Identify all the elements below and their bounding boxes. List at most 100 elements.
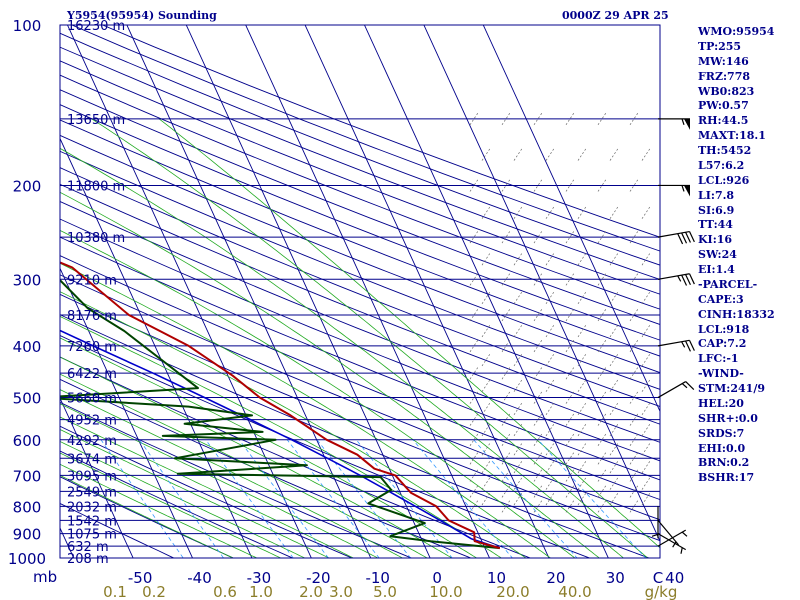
index-line: STM:241/9 — [698, 382, 765, 395]
wind-barb — [658, 118, 690, 130]
hatch-mark — [577, 423, 587, 437]
index-line: MAXT:18.1 — [698, 129, 766, 143]
mixing-ratio-label: 1.0 — [249, 583, 273, 600]
wind-barb-feather — [681, 232, 688, 244]
hatch-mark — [513, 443, 523, 456]
wind-barb-staff — [657, 339, 690, 347]
temperature-tick-label: 40 — [665, 569, 684, 587]
wind-barb — [657, 230, 695, 245]
index-line: KI:16 — [698, 233, 733, 247]
pressure-tick-label: 800 — [13, 498, 42, 516]
hatch-mark — [481, 379, 491, 392]
hatch-mark — [629, 500, 639, 513]
index-line: -PARCEL- — [698, 277, 758, 291]
hatch-mark — [513, 379, 523, 392]
hatch-mark — [481, 291, 491, 305]
index-line: LCL:926 — [698, 173, 750, 187]
hatch-mark — [577, 402, 587, 416]
dry-adiabat-line — [70, 25, 660, 252]
mixing-ratio-line — [412, 439, 513, 558]
hatch-mark — [533, 308, 543, 322]
hatch-mark — [565, 469, 575, 482]
hatch-mark — [597, 485, 607, 498]
hatch-mark — [565, 112, 575, 126]
hatch-mark — [533, 273, 543, 286]
hatch-mark — [513, 402, 523, 416]
hatch-mark — [609, 291, 619, 305]
hatch-mark — [481, 492, 491, 506]
wind-barb-feather — [685, 381, 695, 391]
moist-adiabat-line — [60, 429, 330, 558]
hatch-mark — [469, 273, 479, 286]
hatch-mark — [609, 324, 619, 338]
wind-barb-staff — [657, 533, 687, 551]
hatch-mark — [533, 112, 543, 126]
hatch-mark — [609, 460, 619, 474]
dry-adiabat-line — [60, 236, 660, 481]
wind-barb — [657, 519, 680, 548]
height-label: 11800 m — [67, 179, 125, 194]
sounding-time: 0000Z 29 APR 25 — [562, 9, 669, 22]
hatch-mark — [501, 179, 511, 192]
hatch-mark — [641, 252, 651, 266]
moist-adiabat-line — [60, 389, 404, 558]
wind-barb-half-feather — [672, 541, 677, 548]
hatch-mark — [501, 112, 511, 126]
hatch-mark — [513, 148, 523, 161]
temperature-tick-label: 20 — [546, 569, 565, 587]
wind-barb-feather — [685, 340, 691, 352]
isotherm-line — [423, 25, 660, 543]
wind-barb-half-feather — [680, 547, 683, 554]
index-line: TT:44 — [698, 218, 733, 232]
mixing-ratio-label: 40.0 — [558, 583, 591, 600]
hatch-mark — [533, 179, 543, 192]
dry-adiabat-line — [60, 502, 175, 558]
height-label: 4292 m — [67, 434, 117, 449]
hatch-mark — [469, 469, 479, 482]
hatch-mark — [545, 423, 555, 437]
hatch-mark — [513, 477, 523, 490]
hatch-mark — [641, 324, 651, 338]
hatch-mark — [513, 324, 523, 338]
temperature-tick-label: 30 — [606, 569, 625, 587]
hatch-mark — [629, 179, 639, 192]
hatch-mark — [545, 379, 555, 392]
hatch-mark — [597, 413, 607, 426]
wind-barb-feather — [688, 231, 695, 243]
hatch-mark — [469, 179, 479, 192]
index-line: EHI:0.0 — [698, 441, 746, 455]
mixing-ratio-line — [316, 439, 412, 558]
hatch-mark — [629, 308, 639, 322]
isotherm-line — [60, 397, 134, 558]
hatch-mark — [469, 366, 479, 380]
index-line: BRN:0.2 — [698, 456, 750, 470]
mixing-ratio-label: 10.0 — [429, 583, 462, 600]
hatch-mark — [501, 366, 511, 380]
moist-adiabat-line — [60, 474, 234, 558]
mixing-ratio-label: 20.0 — [496, 583, 529, 600]
wind-barb-feather — [681, 274, 688, 286]
mixing-ratio-line — [205, 439, 294, 558]
wind-barb-staff — [657, 529, 687, 547]
wind-barb-feather — [688, 340, 695, 351]
hatch-mark — [565, 339, 575, 353]
hatch-mark — [577, 379, 587, 392]
hatch-mark — [597, 230, 607, 244]
hatch-mark — [481, 148, 491, 161]
index-line: CINH:18332 — [698, 307, 775, 321]
hatch-mark — [469, 391, 479, 404]
hatch-mark — [533, 485, 543, 498]
index-line: TP:255 — [698, 39, 742, 53]
hatch-mark — [513, 206, 523, 219]
index-line: WMO:95954 — [698, 25, 775, 38]
index-line: LFC:-1 — [698, 352, 739, 366]
height-label: 3674 m — [67, 452, 117, 467]
height-label: 5660 m — [67, 392, 117, 407]
height-label: 9210 m — [67, 273, 117, 288]
hatch-mark — [641, 492, 651, 506]
hatch-mark — [545, 460, 555, 474]
hatch-mark — [513, 460, 523, 474]
isotherm-line — [304, 25, 550, 558]
hatch-mark — [609, 379, 619, 392]
